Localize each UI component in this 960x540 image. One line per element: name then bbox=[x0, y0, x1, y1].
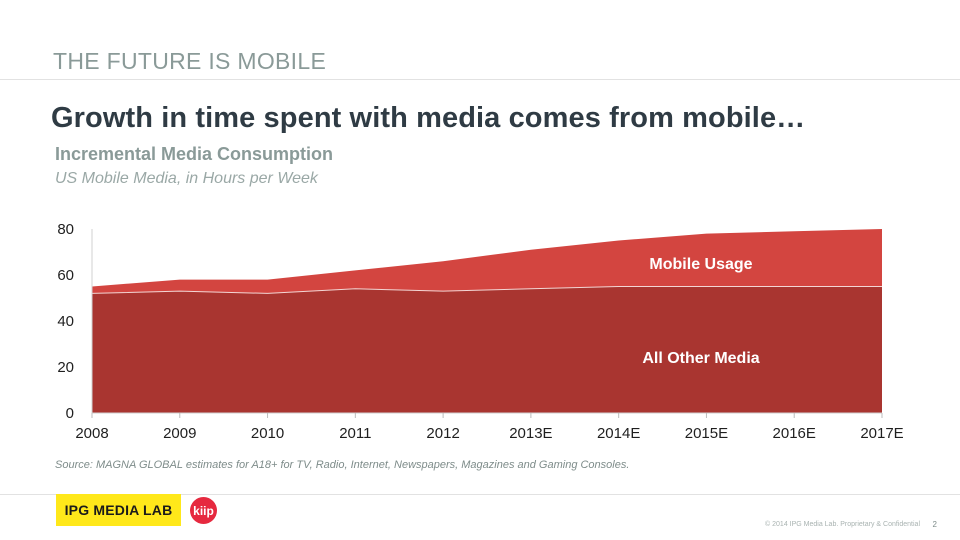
x-tick-label: 2017E bbox=[860, 425, 903, 442]
x-tick-label: 2016E bbox=[773, 425, 816, 442]
area-chart: 0 20 40 60 80 2008 2009 2010 2011 2012 2013E 2014E 2… bbox=[57, 221, 903, 442]
x-tick-label: 2009 bbox=[163, 425, 196, 442]
y-tick-label: 60 bbox=[57, 267, 74, 284]
chart-title: Incremental Media Consumption bbox=[55, 144, 334, 164]
series-label-1: Mobile Usage bbox=[649, 256, 752, 273]
x-tick-label: 2011 bbox=[339, 425, 371, 442]
section-label: THE FUTURE IS MOBILE bbox=[53, 48, 327, 74]
series-label-0: All Other Media bbox=[642, 350, 759, 367]
kiip-logo-text: kiip bbox=[193, 503, 214, 518]
source-note: Source: MAGNA GLOBAL estimates for A18+ … bbox=[55, 459, 630, 471]
page-number: 2 bbox=[932, 520, 937, 529]
y-tick-label: 0 bbox=[66, 405, 74, 422]
y-tick-label: 20 bbox=[57, 359, 74, 376]
bottom-divider bbox=[0, 494, 960, 495]
area-series-0 bbox=[92, 286, 882, 413]
copyright-notice: © 2014 IPG Media Lab. Proprietary & Conf… bbox=[765, 521, 920, 528]
area-series-1 bbox=[92, 229, 882, 294]
y-tick-label: 80 bbox=[57, 221, 74, 238]
ipg-logo-text: IPG MEDIA LAB bbox=[64, 502, 173, 518]
ipg-media-lab-logo: IPG MEDIA LAB bbox=[56, 494, 181, 526]
series-boundary-line bbox=[91, 286, 882, 294]
chart-subtitle: US Mobile Media, in Hours per Week bbox=[55, 170, 318, 187]
x-tick-label: 2008 bbox=[75, 425, 108, 442]
top-divider bbox=[0, 79, 960, 80]
y-tick-label: 40 bbox=[57, 313, 74, 330]
x-tick-label: 2015E bbox=[685, 425, 728, 442]
x-tick-label: 2012 bbox=[426, 425, 459, 442]
page-title: Growth in time spent with media comes fr… bbox=[51, 102, 806, 134]
kiip-logo: kiip bbox=[190, 497, 217, 524]
x-tick-label: 2013E bbox=[509, 425, 552, 442]
x-tick-label: 2014E bbox=[597, 425, 640, 442]
x-tick-label: 2010 bbox=[251, 425, 284, 442]
